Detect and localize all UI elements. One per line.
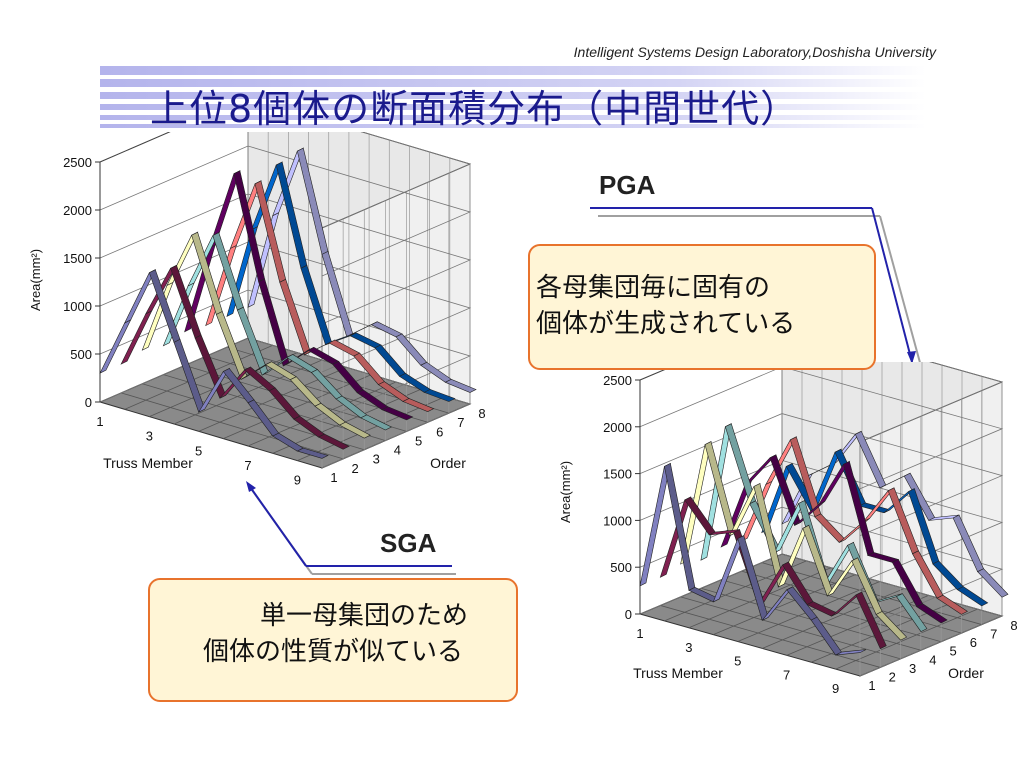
x-tick-label: 3 — [146, 429, 153, 444]
data-segment — [875, 611, 908, 641]
data-segment — [423, 389, 456, 402]
z-tick-label: 2 — [889, 669, 896, 684]
data-segment — [296, 447, 329, 459]
x-tick-label: 5 — [734, 654, 741, 669]
z-tick-label: 4 — [394, 443, 401, 458]
z-tick-label: 6 — [436, 424, 443, 439]
y-tick-label: 1000 — [63, 299, 92, 314]
y-tick-label: 2000 — [603, 420, 632, 435]
x-axis-title: Truss Member — [633, 665, 723, 681]
series-ribbon — [120, 264, 350, 450]
data-segment — [381, 406, 414, 421]
y-gridline — [639, 553, 1004, 677]
series-ribbon — [639, 462, 867, 656]
floor-gridline — [835, 608, 978, 670]
data-segment — [855, 591, 887, 650]
z-tick-label: 7 — [457, 415, 464, 430]
y-tick-label: 500 — [610, 560, 632, 575]
sga-callout-line2: 個体の性質が似ている — [202, 637, 463, 667]
x-tick-label: 1 — [636, 626, 643, 641]
y-tick-label: 1500 — [603, 467, 632, 482]
floor-gridline — [660, 605, 881, 668]
y-tick-label: 2500 — [63, 155, 92, 170]
pga-callout: 各母集団毎に固有の 個体が生成されている — [528, 244, 876, 370]
floor-gridline — [124, 344, 273, 410]
data-segment — [916, 603, 948, 624]
data-segment — [124, 269, 156, 324]
y-tick-label: 2500 — [603, 373, 632, 388]
x-tick-label: 1 — [96, 414, 103, 429]
y-tick-label: 500 — [70, 347, 92, 362]
lab-name: Intelligent Systems Design Laboratory,Do… — [573, 44, 936, 60]
data-segment — [338, 421, 371, 439]
y-tick-label: 2000 — [63, 203, 92, 218]
z-tick-label: 6 — [970, 635, 977, 650]
top-edge — [639, 362, 684, 381]
y-axis-title: Area(mm²) — [558, 461, 573, 523]
y-axis-title: Area(mm²) — [28, 249, 43, 311]
data-segment — [99, 319, 132, 374]
z-axis-title: Order — [948, 665, 984, 681]
z-tick-label: 8 — [1010, 618, 1017, 633]
sga-callout: 単一母集団のため 個体の性質が似ている — [148, 578, 518, 702]
floor-gridline — [121, 392, 344, 460]
sga-callout-line1: 単一母集団のため — [259, 601, 468, 631]
z-tick-label: 5 — [415, 433, 422, 448]
series-ribbon — [99, 269, 329, 459]
series-ribbon — [247, 147, 477, 393]
y-gridline — [99, 145, 472, 277]
y-gridline — [639, 362, 1004, 443]
z-tick-label: 1 — [330, 470, 337, 485]
data-segment — [936, 594, 968, 615]
data-segment — [977, 568, 1009, 598]
data-segment — [835, 649, 867, 656]
data-segment — [360, 414, 393, 431]
data-segment — [956, 586, 989, 607]
floor-gridline — [713, 574, 856, 636]
z-tick-label: 8 — [478, 406, 485, 421]
page-title: 上位8個体の断面積分布（中間世代） — [150, 87, 800, 131]
x-tick-label: 5 — [195, 443, 202, 458]
x-tick-label: 3 — [685, 640, 692, 655]
floor-gridline — [272, 388, 421, 454]
x-tick-label: 9 — [294, 473, 301, 488]
y-tick-label: 0 — [85, 395, 92, 410]
z-tick-label: 3 — [909, 661, 916, 676]
z-tick-label: 5 — [950, 644, 957, 659]
z-tick-label: 2 — [352, 461, 359, 476]
y-gridline — [639, 506, 1004, 630]
z-axis-title: Order — [430, 455, 466, 471]
x-tick-label: 7 — [244, 458, 251, 473]
data-segment — [444, 378, 477, 393]
data-segment — [402, 398, 435, 413]
series-ribbon — [680, 441, 908, 641]
y-gridline — [99, 337, 472, 469]
x-tick-label: 7 — [783, 667, 790, 682]
z-tick-label: 1 — [868, 678, 875, 693]
data-segment — [317, 433, 350, 450]
floor-gridline — [680, 596, 901, 660]
data-segment — [895, 593, 928, 632]
title-stripes — [100, 66, 926, 128]
y-tick-label: 0 — [625, 607, 632, 622]
x-axis-title: Truss Member — [103, 455, 193, 471]
y-gridline — [99, 193, 472, 325]
pga-callout-line1: 各母集団毎に固有の — [536, 273, 771, 303]
top-edge — [99, 132, 171, 163]
pga-label: PGA — [599, 170, 656, 200]
z-tick-label: 4 — [929, 652, 936, 667]
floor-gridline — [223, 374, 372, 440]
series-ribbon — [761, 448, 989, 607]
pga-callout-line2: 個体が生成されている — [536, 309, 796, 339]
z-tick-label: 3 — [373, 452, 380, 467]
y-gridline — [99, 132, 472, 229]
sga-label: SGA — [380, 528, 437, 558]
y-tick-label: 1000 — [603, 513, 632, 528]
x-tick-label: 9 — [832, 681, 839, 696]
y-tick-label: 1500 — [63, 251, 92, 266]
y-gridline — [639, 366, 1004, 490]
z-tick-label: 7 — [990, 627, 997, 642]
